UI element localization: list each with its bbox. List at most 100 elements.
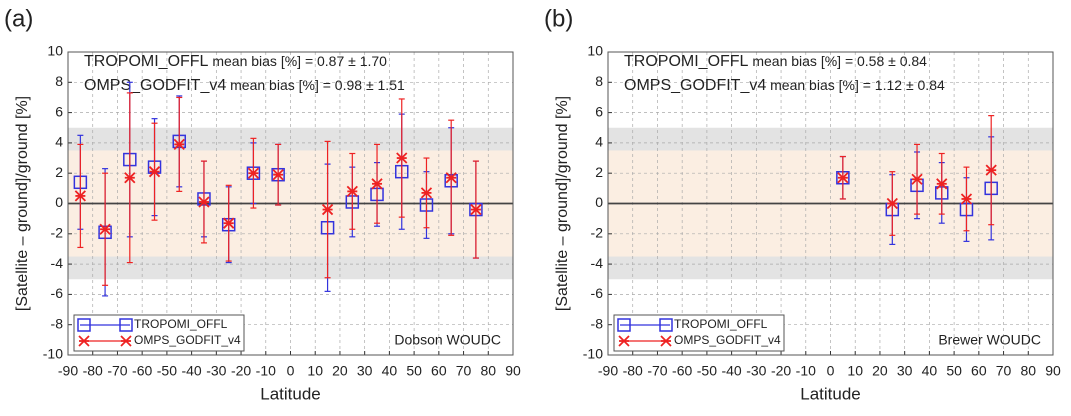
asterisk-stroke [445,172,457,184]
asterisk-stroke [198,196,210,208]
x-tick-label: -20 [231,363,251,379]
asterisk-stroke [124,172,136,184]
legend-label: TROPOMI_OFFL [674,317,768,331]
x-tick-label: -60 [132,363,152,379]
x-tick-label: -40 [181,363,201,379]
legend-label: TROPOMI_OFFL [134,317,228,331]
y-tick-label: -4 [591,255,604,271]
asterisk-stroke [420,187,433,199]
x-tick-label: 70 [456,363,472,379]
marker-square [77,318,91,332]
marker-asterisk [99,223,111,235]
asterisk-stroke [985,164,997,176]
x-tick-label: 0 [287,363,295,379]
asterisk-stroke [371,178,383,190]
annotation-name: OMPS_GODFIT_v4 [624,77,766,94]
x-tick-label: 60 [431,363,447,379]
x-tick-label: -70 [107,363,127,379]
x-tick-label: 50 [406,363,422,379]
x-axis-label: Latitude [800,384,861,403]
x-tick-label: 80 [480,363,496,379]
marker-asterisk [837,172,849,184]
x-tick-label: -80 [623,363,643,379]
marker-square [119,318,133,332]
annotation-text: mean bias [%] = 0.87 ± 1.70 [212,53,387,69]
marker-asterisk [198,196,210,208]
marker-asterisk [660,335,672,347]
y-tick-label: 6 [55,103,63,119]
asterisk-stroke [886,197,898,210]
legend-label: OMPS_GODFIT_v4 [134,333,241,347]
x-tick-label: 40 [382,363,398,379]
asterisk-stroke [396,152,408,164]
marker-asterisk [936,178,948,190]
x-tick-label: 30 [897,363,913,379]
asterisk-stroke [173,138,185,151]
asterisk-stroke [272,169,284,181]
y-tick-label: -10 [583,346,603,362]
legend-box [73,314,245,352]
marker-asterisk [148,166,161,178]
asterisk-stroke [223,217,235,229]
y-axis-label: [Satellite – ground]/ground [%] [554,96,571,311]
asterisk-stroke [74,190,86,202]
panel-label: (a) [4,5,33,32]
y-tick-label: -10 [43,346,63,362]
marker-asterisk [985,164,997,176]
marker-asterisk [420,187,433,199]
asterisk-stroke [346,185,358,198]
x-tick-label: 30 [357,363,373,379]
x-axis-label: Latitude [260,384,321,403]
marker-asterisk [74,190,86,202]
plot-frame [67,51,514,356]
marker-asterisk [618,335,630,347]
x-tick-label: -50 [157,363,177,379]
marker-asterisk [470,203,482,216]
marker-asterisk [396,152,408,164]
y-tick-label: 0 [595,194,603,210]
marker-asterisk [272,169,284,181]
annotation-text: mean bias [%] = 0.98 ± 1.51 [230,77,405,93]
x-tick-label: 50 [946,363,962,379]
asterisk-stroke [660,335,672,347]
marker-asterisk [247,167,260,179]
x-tick-label: 10 [847,363,863,379]
marker-square [659,318,673,332]
x-tick-label: -30 [206,363,226,379]
y-tick-label: 8 [595,73,603,89]
x-tick-label: 10 [307,363,323,379]
marker-asterisk [911,173,923,185]
x-tick-label: 0 [827,363,835,379]
annotation-text: mean bias [%] = 1.12 ± 0.84 [770,77,945,93]
series [837,115,997,236]
asterisk-stroke [78,335,90,347]
marker-asterisk [371,178,383,190]
y-tick-label: -8 [51,315,64,331]
y-tick-label: -2 [51,225,64,241]
x-tick-label: -20 [771,363,791,379]
x-tick-label: 90 [1045,363,1061,379]
legend-label: OMPS_GODFIT_v4 [674,333,781,347]
x-tick-label: -10 [256,363,276,379]
asterisk-stroke [911,173,923,185]
y-tick-label: -6 [51,285,64,301]
asterisk-stroke [470,203,482,216]
x-tick-label: -80 [83,363,103,379]
x-tick-label: -30 [746,363,766,379]
marker-asterisk [960,193,973,205]
x-tick-label: -90 [58,363,78,379]
marker-asterisk [173,138,185,151]
asterisk-stroke [321,203,334,216]
y-tick-label: 2 [55,164,63,180]
x-tick-label: 90 [505,363,521,379]
annotation: TROPOMI_OFFL mean bias [%] = 0.58 ± 0.84 [624,53,927,71]
x-tick-label: -90 [598,363,618,379]
annotation: OMPS_GODFIT_v4 mean bias [%] = 0.98 ± 1.… [84,77,405,95]
asterisk-stroke [618,335,630,347]
asterisk-stroke [936,178,948,190]
asterisk-stroke [99,223,111,235]
marker-asterisk [78,335,90,347]
annotation-name: TROPOMI_OFFL [624,53,749,70]
y-tick-label: -8 [591,315,604,331]
legend-box [613,314,785,352]
